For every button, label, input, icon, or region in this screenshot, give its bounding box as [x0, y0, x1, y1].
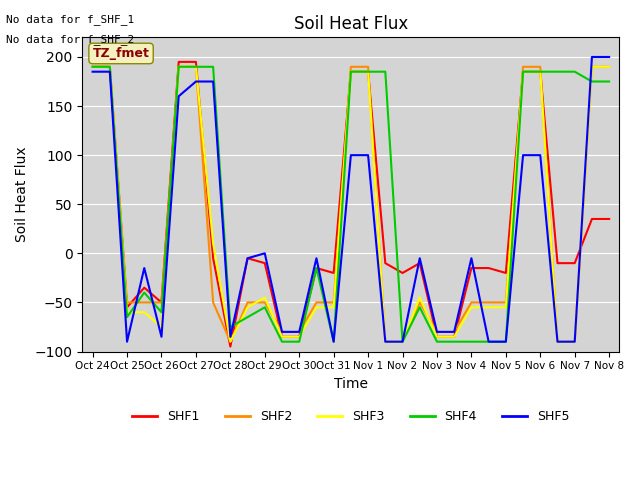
Text: No data for f_SHF_2: No data for f_SHF_2	[6, 34, 134, 45]
Y-axis label: Soil Heat Flux: Soil Heat Flux	[15, 146, 29, 242]
Legend: SHF1, SHF2, SHF3, SHF4, SHF5: SHF1, SHF2, SHF3, SHF4, SHF5	[127, 405, 574, 428]
X-axis label: Time: Time	[334, 377, 368, 391]
Text: No data for f_SHF_1: No data for f_SHF_1	[6, 14, 134, 25]
Title: Soil Heat Flux: Soil Heat Flux	[294, 15, 408, 33]
Text: TZ_fmet: TZ_fmet	[93, 47, 150, 60]
